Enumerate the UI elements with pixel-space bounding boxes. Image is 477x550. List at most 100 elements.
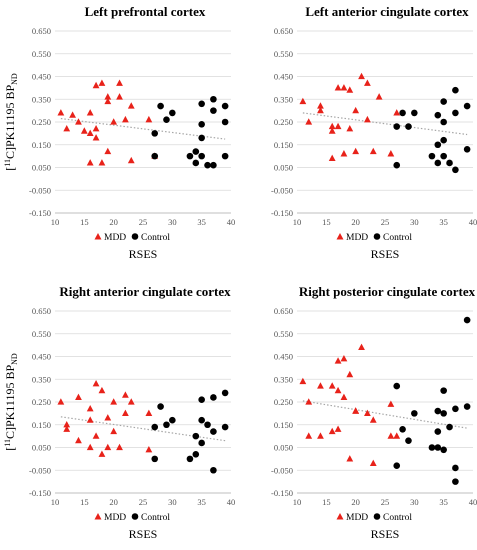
mdd-point [92, 125, 100, 132]
mdd-point [328, 154, 336, 161]
y-tick-label: 0.050 [32, 163, 51, 173]
mdd-point [92, 81, 100, 89]
control-point [440, 387, 447, 394]
x-tick-label: 10 [293, 497, 302, 507]
control-point [210, 466, 217, 474]
control-point [198, 396, 205, 404]
mdd-point [328, 122, 336, 130]
control-point [452, 464, 459, 472]
mdd-point [346, 370, 354, 378]
mdd-point [86, 159, 94, 166]
y-tick-label: -0.150 [271, 208, 293, 218]
y-tick-label: 0.650 [274, 306, 293, 316]
x-tick-label: 30 [410, 497, 419, 507]
x-axis-title: RSES [129, 527, 158, 541]
y-tick-label: 0.250 [274, 397, 293, 407]
legend-mdd-label: MDD [346, 513, 368, 523]
control-point [434, 141, 442, 149]
mdd-point [340, 393, 348, 401]
control-point [405, 123, 412, 130]
control-point [221, 152, 229, 160]
y-tick-label: 0.050 [274, 163, 293, 173]
y-tick-label: -0.150 [271, 488, 293, 498]
mdd-point [393, 109, 401, 116]
control-point [440, 410, 447, 417]
control-point [428, 444, 436, 451]
mdd-point [86, 416, 94, 423]
mdd-point [369, 459, 377, 467]
mdd-point [57, 109, 65, 116]
x-tick-label: 40 [227, 217, 236, 227]
mdd-point [92, 380, 100, 387]
x-tick-label: 15 [80, 217, 89, 227]
control-point [169, 416, 176, 424]
mdd-point [393, 432, 401, 439]
control-point [198, 439, 205, 447]
control-point [463, 403, 471, 410]
mdd-point [127, 156, 135, 164]
legend-control-label: Control [383, 233, 412, 243]
mdd-point [299, 97, 307, 105]
y-tick-label: 0.450 [32, 352, 51, 362]
control-point [192, 148, 200, 155]
control-point [446, 159, 453, 167]
mdd-point [75, 393, 82, 401]
x-tick-label: 10 [293, 217, 302, 227]
y-tick-label: 0.650 [32, 306, 51, 316]
legend-control-marker [373, 513, 381, 520]
control-point [434, 428, 442, 435]
control-point [157, 403, 164, 410]
mdd-point [122, 115, 129, 123]
mdd-point [116, 79, 123, 86]
chart-panel-3: Right anterior cingulate cortex -0.150 -0.… [3, 284, 235, 541]
mdd-point [305, 398, 313, 405]
x-tick-label: 25 [381, 497, 390, 507]
x-tick-label: 15 [322, 217, 331, 227]
mdd-point [299, 377, 307, 385]
mdd-point [98, 386, 106, 394]
mdd-point [340, 354, 348, 362]
trendline [60, 117, 226, 140]
y-tick-label: 0.450 [32, 72, 51, 82]
control-point [463, 146, 471, 153]
mdd-point [387, 400, 395, 407]
mdd-point [305, 432, 313, 439]
mdd-point [364, 115, 371, 123]
legend-control-marker [373, 233, 381, 240]
control-point [393, 462, 401, 470]
control-point [434, 111, 442, 119]
legend-mdd-label: MDD [104, 233, 126, 243]
control-point [440, 152, 447, 160]
control-point [440, 98, 447, 105]
chart-panel-4: Right posterior cingulate cortex -0.150 -0… [271, 284, 477, 541]
mdd-point [122, 391, 129, 398]
mdd-point [328, 382, 336, 389]
y-tick-label: 0.250 [274, 117, 293, 127]
mdd-point [358, 72, 365, 80]
mdd-point [75, 118, 82, 125]
legend-mdd-marker [336, 233, 344, 240]
y-tick-label: -0.150 [29, 208, 51, 218]
y-tick-label: 0.650 [32, 26, 51, 36]
chart-title: Left anterior cingulate cortex [305, 4, 469, 19]
y-tick-label: 0.550 [274, 49, 293, 59]
legend-mdd-marker [94, 513, 102, 520]
x-tick-label: 25 [381, 217, 390, 227]
x-tick-label: 20 [351, 497, 360, 507]
mdd-point [387, 150, 395, 157]
legend-control-marker [131, 513, 139, 520]
control-point [198, 100, 205, 108]
control-point [452, 478, 459, 485]
y-tick-label: 0.250 [32, 397, 51, 407]
x-tick-label: 25 [139, 497, 148, 507]
x-tick-label: 10 [51, 497, 60, 507]
x-tick-label: 20 [109, 217, 118, 227]
y-tick-label: -0.050 [29, 185, 51, 195]
legend-control-label: Control [141, 233, 170, 243]
mdd-point [317, 102, 324, 109]
y-axis-title: [11C]PK11195 BPND [3, 353, 19, 451]
chart-title: Right posterior cingulate cortex [299, 284, 476, 299]
mdd-point [63, 125, 71, 132]
control-point [198, 152, 205, 160]
